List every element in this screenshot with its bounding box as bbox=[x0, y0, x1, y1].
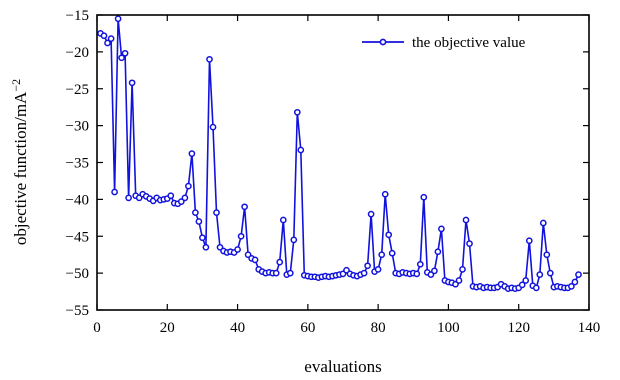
data-point bbox=[206, 55, 213, 63]
data-point bbox=[279, 216, 287, 224]
data-point bbox=[420, 193, 428, 201]
y-tick-label: −50 bbox=[66, 266, 89, 282]
data-point bbox=[276, 258, 284, 266]
data-point bbox=[213, 209, 220, 216]
series-line bbox=[100, 17, 580, 290]
data-point bbox=[297, 146, 305, 154]
data-point bbox=[518, 281, 526, 289]
data-point bbox=[290, 236, 298, 244]
data-point bbox=[413, 270, 421, 278]
data-point bbox=[536, 271, 544, 278]
data-point bbox=[118, 54, 125, 62]
data-point bbox=[195, 218, 203, 225]
y-tick-label: −15 bbox=[66, 8, 89, 24]
data-point bbox=[532, 284, 540, 292]
data-point bbox=[543, 251, 551, 259]
data-point bbox=[416, 260, 424, 268]
data-point bbox=[104, 39, 111, 47]
data-point bbox=[121, 49, 129, 57]
x-tick-label: 0 bbox=[93, 320, 101, 336]
data-point bbox=[185, 182, 192, 190]
data-point bbox=[568, 283, 575, 290]
data-point bbox=[128, 79, 136, 87]
legend: the objective value bbox=[362, 35, 526, 51]
data-point bbox=[241, 203, 248, 211]
data-point bbox=[438, 225, 445, 233]
y-tick-label: −25 bbox=[66, 82, 89, 98]
data-point bbox=[434, 248, 442, 256]
data-point bbox=[188, 150, 196, 157]
data-point bbox=[364, 262, 371, 270]
data-point bbox=[286, 269, 294, 277]
series-layer bbox=[97, 15, 582, 292]
y-tick-label: −35 bbox=[66, 156, 89, 172]
data-point bbox=[575, 271, 582, 278]
data-point bbox=[114, 15, 122, 23]
data-point bbox=[431, 267, 438, 275]
data-point bbox=[111, 188, 118, 196]
data-point bbox=[360, 269, 368, 277]
data-point bbox=[293, 108, 301, 116]
x-tick-label: 60 bbox=[300, 320, 315, 336]
plot-frame bbox=[96, 14, 590, 311]
x-tick-label: 40 bbox=[230, 320, 245, 336]
y-tick-label: −45 bbox=[66, 229, 89, 245]
legend-label: the objective value bbox=[412, 35, 526, 51]
x-tick-label: 120 bbox=[507, 320, 530, 336]
data-point bbox=[272, 269, 280, 277]
data-point bbox=[374, 266, 382, 273]
data-point bbox=[466, 240, 473, 247]
data-point bbox=[202, 243, 210, 251]
data-point bbox=[522, 277, 530, 284]
data-point bbox=[237, 232, 245, 240]
y-tick-label: −40 bbox=[66, 192, 89, 208]
data-point bbox=[100, 32, 108, 40]
data-point bbox=[546, 269, 554, 277]
data-point bbox=[462, 216, 470, 224]
data-point bbox=[107, 35, 115, 42]
data-point bbox=[459, 266, 466, 273]
y-axis-label-superscript: −2 bbox=[9, 79, 23, 92]
x-tick-label: 140 bbox=[578, 320, 601, 336]
data-point bbox=[181, 194, 189, 202]
data-point bbox=[251, 256, 259, 264]
x-axis: 0 20 40 60 80 100 120 140 bbox=[93, 15, 600, 336]
data-point bbox=[571, 278, 579, 286]
y-axis: −15 −20 −25 −30 −35 −40 −45 −50 −55 bbox=[66, 8, 589, 319]
data-point bbox=[539, 219, 547, 227]
y-axis-label: objective function/mA−2 bbox=[9, 79, 30, 245]
data-point bbox=[455, 277, 463, 284]
data-point bbox=[234, 246, 241, 253]
x-tick-label: 100 bbox=[437, 320, 460, 336]
data-point bbox=[167, 192, 175, 200]
data-point bbox=[199, 234, 206, 242]
x-axis-label: evaluations bbox=[304, 357, 381, 376]
data-point bbox=[367, 210, 375, 218]
data-point bbox=[385, 231, 393, 239]
data-point bbox=[209, 123, 217, 131]
data-point bbox=[378, 251, 386, 259]
x-tick-label: 80 bbox=[371, 320, 386, 336]
data-point bbox=[525, 237, 533, 245]
x-tick-label: 20 bbox=[160, 320, 175, 336]
y-axis-label-main: objective function/mA bbox=[11, 91, 30, 245]
legend-marker bbox=[379, 38, 387, 46]
data-point bbox=[192, 209, 199, 216]
y-tick-label: −20 bbox=[66, 45, 89, 61]
data-point bbox=[388, 249, 396, 257]
y-tick-label: −55 bbox=[66, 303, 89, 319]
data-point bbox=[381, 190, 389, 198]
data-point bbox=[125, 194, 132, 202]
y-tick-label: −30 bbox=[66, 119, 89, 135]
